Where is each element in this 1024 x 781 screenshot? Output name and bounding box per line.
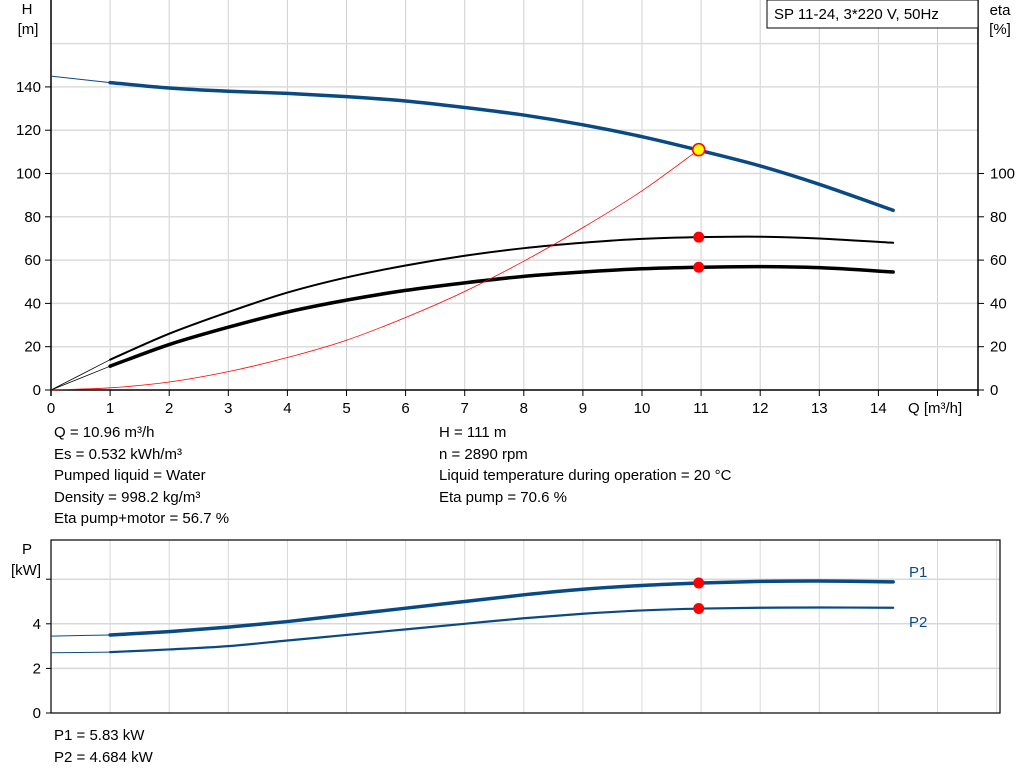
power-y-tick-label: 0 — [33, 705, 41, 722]
p2-series-label: P2 — [909, 614, 927, 631]
power-y-axis-unit: [kW] — [11, 562, 41, 579]
top-chart-grid — [45, 0, 984, 396]
y-tick-label-left: 120 — [16, 122, 41, 139]
info-pumped-liquid: Pumped liquid = Water — [54, 467, 206, 484]
y-tick-label-right: 40 — [990, 295, 1007, 312]
p1-series-label: P1 — [909, 564, 927, 581]
x-tick-label: 10 — [634, 400, 651, 417]
duty-info-left: Q = 10.96 m³/h Es = 0.532 kWh/m³ Pumped … — [54, 422, 229, 530]
info-liquid-temperature: Liquid temperature during operation = 20… — [439, 467, 732, 484]
system-curve-line — [50, 149, 699, 391]
x-tick-label: 8 — [520, 400, 528, 417]
y-tick-label-left: 60 — [24, 252, 41, 269]
head-extension-line — [50, 75, 111, 84]
x-tick-label: 9 — [579, 400, 587, 417]
eta-pump-duty-marker — [693, 231, 705, 243]
title-box: SP 11-24, 3*220 V, 50Hz — [766, 0, 979, 29]
info-speed: n = 2890 rpm — [439, 445, 528, 463]
y-tick-label-left: 140 — [16, 79, 41, 96]
power-y-tick-label: 4 — [33, 616, 41, 633]
x-tick-label: 7 — [461, 400, 469, 417]
p1-curve-line — [108, 579, 895, 637]
y-axis-unit-left: [m] — [18, 21, 39, 38]
x-axis-label: Q [m³/h] — [908, 400, 962, 417]
info-eta-pump-motor: Eta pump+motor = 56.7 % — [54, 510, 230, 527]
p2-duty-marker — [693, 603, 705, 615]
x-tick-label: 1 — [106, 400, 114, 417]
p1-extension-line — [50, 634, 111, 637]
power-chart-curves: P1 P2 — [50, 564, 927, 654]
axis-labels: 0 1 2 3 4 5 6 7 8 9 10 11 12 13 14 Q [m³/h]020406080100… — [11, 1, 1015, 722]
y-tick-label-left: 100 — [16, 166, 41, 183]
x-tick-label: 12 — [752, 400, 769, 417]
p1-duty-marker — [693, 577, 705, 589]
y-axis-label-left: H — [22, 1, 33, 18]
y-axis-label-right: eta — [990, 2, 1012, 19]
eta-pump-extension-line — [50, 359, 111, 391]
info-p1: P1 = 5.83 kW — [54, 727, 145, 744]
y-tick-label-right: 0 — [990, 382, 998, 399]
y-tick-label-left: 0 — [33, 382, 41, 399]
duty-info-right: H = 111 m n = 2890 rpm Liquid temperatur… — [439, 422, 731, 508]
x-tick-label: 11 — [693, 400, 709, 417]
x-tick-label: 0 — [47, 400, 55, 417]
info-specific-energy: Es = 0.532 kWh/m³ — [54, 445, 182, 463]
y-axis-unit-right: [%] — [989, 21, 1011, 38]
power-chart-frame — [50, 539, 1001, 714]
head-curve-line — [108, 80, 895, 213]
eta-pump-motor-extension-line — [50, 365, 111, 391]
y-tick-label-right: 20 — [990, 339, 1007, 356]
p2-curve-line — [109, 606, 895, 654]
x-tick-label: 2 — [165, 400, 173, 417]
x-tick-label: 14 — [870, 400, 887, 417]
chart-title: SP 11-24, 3*220 V, 50Hz — [774, 6, 939, 23]
x-tick-label: 6 — [401, 400, 409, 417]
eta-pump-motor-duty-marker — [693, 261, 705, 273]
y-tick-label-right: 100 — [990, 166, 1015, 183]
power-chart-grid — [46, 539, 1001, 714]
power-info: P1 = 5.83 kW P2 = 4.684 kW — [54, 725, 153, 768]
y-tick-label-left: 80 — [24, 209, 41, 226]
eta-pump-motor-curve-line — [108, 264, 895, 368]
info-eta-pump: Eta pump = 70.6 % — [439, 488, 567, 506]
y-tick-label-left: 40 — [24, 295, 41, 312]
x-tick-label: 4 — [283, 400, 291, 417]
info-flow: Q = 10.96 m³/h — [54, 424, 155, 441]
x-tick-label: 13 — [811, 400, 828, 417]
p2-extension-line — [50, 651, 111, 654]
y-tick-label-right: 60 — [990, 252, 1007, 269]
x-tick-label: 5 — [342, 400, 350, 417]
info-head: H = 111 m — [439, 424, 507, 441]
head-duty-point-marker — [691, 142, 706, 157]
y-tick-label-left: 20 — [24, 339, 41, 356]
top-chart-curves — [50, 75, 895, 391]
power-y-axis-label: P — [22, 541, 32, 558]
power-y-tick-label: 2 — [33, 660, 41, 677]
y-tick-label-right: 80 — [990, 209, 1007, 226]
eta-pump-curve-line — [109, 235, 895, 361]
x-tick-label: 3 — [224, 400, 232, 417]
info-p2: P2 = 4.684 kW — [54, 748, 153, 766]
info-density: Density = 998.2 kg/m³ — [54, 488, 201, 506]
